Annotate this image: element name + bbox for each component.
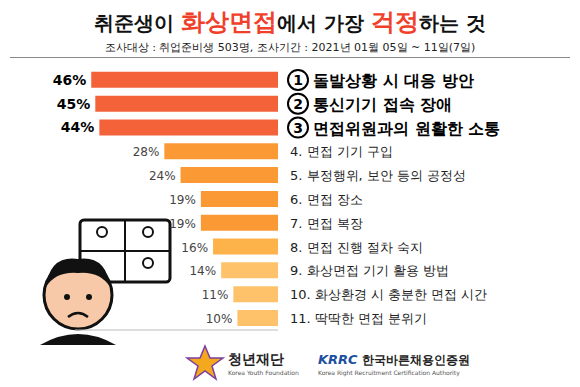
svg-text:청년재단: 청년재단 (228, 351, 284, 367)
svg-text:11. 딱딱한 면접 분위기: 11. 딱딱한 면접 분위기 (290, 311, 427, 326)
svg-text:5. 부정행위, 보안 등의 공정성: 5. 부정행위, 보안 등의 공정성 (290, 168, 466, 183)
svg-text:44%: 44% (61, 119, 95, 135)
svg-text:19%: 19% (169, 217, 196, 231)
svg-text:46%: 46% (53, 72, 87, 88)
svg-text:3: 3 (293, 120, 303, 136)
svg-text:16%: 16% (181, 241, 208, 255)
svg-text:한국바른채용인증원: 한국바른채용인증원 (362, 353, 470, 367)
svg-text:45%: 45% (57, 96, 91, 112)
html-text:취준생이화상면접에서 가장걱정하는 것: 취준생이화상면접에서 가장걱정하는 것 (94, 8, 486, 36)
svg-text:24%: 24% (149, 169, 176, 183)
svg-text:8. 면접 진행 절차 숙지: 8. 면접 진행 절차 숙지 (290, 240, 423, 255)
svg-text:돌발상황 시 대응 방안: 돌발상황 시 대응 방안 (313, 71, 474, 90)
svg-text:10. 화상환경 시 충분한 면접 시간: 10. 화상환경 시 충분한 면접 시간 (290, 287, 487, 302)
svg-text:14%: 14% (189, 264, 216, 278)
svg-text:KRRC: KRRC (318, 352, 358, 367)
svg-text:Korea Youth Foundation: Korea Youth Foundation (228, 369, 299, 376)
svg-text:Korea Right Recruitment Certif: Korea Right Recruitment Certification Au… (318, 369, 460, 377)
svg-text:면접위원과의 원활한 소통: 면접위원과의 원활한 소통 (313, 119, 500, 138)
svg-text:통신기기 접속 장애: 통신기기 접속 장애 (313, 95, 452, 114)
svg-text:2: 2 (293, 96, 303, 112)
html-text:조사대상 : 취업준비생 503명, 조사기간 : 2021: 조사대상 : 취업준비생 503명, 조사기간 : 2021년 01월 05일 … (104, 41, 476, 54)
svg-text:7. 면접 복장: 7. 면접 복장 (290, 216, 363, 231)
svg-text:9. 화상면접 기기 활용 방법: 9. 화상면접 기기 활용 방법 (290, 263, 449, 278)
svg-text:6. 면접 장소: 6. 면접 장소 (290, 192, 363, 207)
svg-text:4. 면접 기기 구입: 4. 면접 기기 구입 (290, 144, 393, 159)
svg-text:11%: 11% (202, 288, 229, 302)
svg-text:10%: 10% (206, 312, 233, 326)
svg-text:1: 1 (293, 72, 303, 88)
svg-text:28%: 28% (133, 145, 160, 159)
svg-text:19%: 19% (169, 193, 196, 207)
